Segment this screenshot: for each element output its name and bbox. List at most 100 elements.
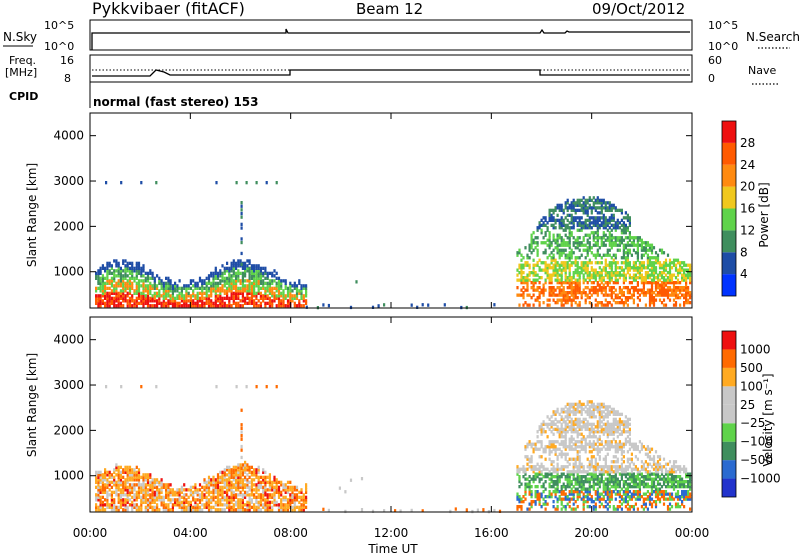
power-cell: [106, 291, 109, 295]
power-cell: [556, 251, 559, 255]
power-cell: [602, 288, 605, 292]
velocity-cell: [151, 495, 154, 499]
power-cell: [248, 261, 251, 265]
velocity-cell: [528, 480, 531, 484]
power-cell: [622, 276, 625, 280]
velocity-cell: [616, 480, 619, 484]
power-cell: [618, 243, 621, 247]
velocity-cell: [528, 475, 531, 479]
power-cell: [574, 263, 577, 267]
power-cell: [550, 288, 553, 292]
power-cell: [618, 291, 621, 295]
power-cell: [602, 221, 605, 225]
velocity-cell: [564, 410, 567, 414]
power-cell: [151, 304, 154, 308]
velocity-cell: [216, 508, 220, 512]
velocity-cell: [554, 470, 557, 474]
power-cell: [119, 291, 122, 295]
velocity-cell: [131, 508, 134, 512]
power-cell: [554, 261, 557, 265]
velocity-cell: [268, 493, 271, 497]
power-cell: [162, 294, 165, 298]
velocity-cell: [246, 478, 249, 482]
velocity-cell: [298, 500, 301, 504]
velocity-cell: [526, 485, 529, 489]
power-cell: [293, 304, 296, 308]
velocity-cell: [598, 450, 601, 454]
power-cell: [228, 269, 231, 273]
power-cell: [298, 279, 301, 283]
velocity-cell: [262, 505, 265, 509]
power-cell: [574, 286, 577, 290]
power-cell: [286, 286, 290, 290]
velocity-cell: [590, 477, 593, 481]
power-cell: [610, 216, 613, 220]
velocity-cell: [214, 488, 217, 492]
velocity-cell: [580, 490, 583, 494]
power-cell: [230, 289, 233, 293]
power-cell: [165, 291, 168, 295]
power-cell: [128, 289, 132, 293]
power-cell: [640, 281, 643, 285]
velocity-cell: [554, 495, 557, 499]
power-cell: [578, 218, 581, 222]
power-cell: [214, 304, 217, 308]
power-cell: [205, 296, 208, 300]
velocity-cell: [198, 495, 202, 499]
power-cell: [664, 278, 668, 282]
velocity-cell: [538, 480, 541, 484]
power-cell: [570, 256, 573, 260]
power-cell: [248, 266, 251, 270]
power-cell: [658, 298, 662, 302]
velocity-cell: [133, 493, 136, 497]
power-cell: [546, 268, 549, 272]
velocity-cell: [618, 440, 621, 444]
power-cell: [240, 237, 243, 241]
power-cell: [590, 251, 593, 255]
power-cell: [592, 238, 595, 242]
velocity-cell: [99, 503, 102, 507]
power-cell: [216, 284, 220, 288]
power-cell: [167, 276, 170, 280]
power-cell: [683, 263, 686, 267]
velocity-cell: [349, 478, 353, 482]
velocity-cell: [522, 470, 525, 474]
power-cell: [248, 269, 251, 273]
velocity-cell: [604, 457, 607, 461]
velocity-cell: [253, 503, 256, 507]
velocity-cell: [128, 498, 132, 502]
velocity-cell: [140, 503, 143, 507]
velocity-cell: [592, 485, 595, 489]
power-cell: [117, 271, 120, 275]
velocity-cell: [104, 503, 107, 507]
power-cell: [115, 284, 118, 288]
power-colorbar-tick: 20: [740, 180, 755, 194]
velocity-cell: [614, 430, 617, 434]
velocity-cell: [560, 507, 563, 511]
power-cell: [604, 268, 607, 272]
power-cell: [526, 253, 529, 257]
power-cell: [630, 253, 633, 257]
power-cell: [650, 298, 654, 302]
power-cell: [582, 263, 585, 267]
velocity-cell: [149, 485, 152, 489]
velocity-cell: [580, 405, 583, 409]
velocity-cell: [214, 480, 217, 484]
power-cell: [158, 296, 161, 300]
power-cell: [212, 284, 215, 288]
velocity-cell: [128, 490, 132, 494]
power-cell: [556, 236, 559, 240]
power-cell: [185, 296, 188, 300]
power-cell: [122, 299, 125, 303]
power-cell: [582, 208, 585, 212]
power-cell: [151, 276, 154, 280]
power-cell: [552, 298, 555, 302]
power-cell: [158, 301, 161, 305]
velocity-cell: [133, 483, 136, 487]
power-cell: [604, 293, 607, 297]
velocity-cell: [604, 430, 607, 434]
velocity-cell: [246, 493, 249, 497]
velocity-cell: [538, 427, 541, 431]
velocity-cell: [255, 498, 258, 502]
velocity-cell: [590, 425, 593, 429]
